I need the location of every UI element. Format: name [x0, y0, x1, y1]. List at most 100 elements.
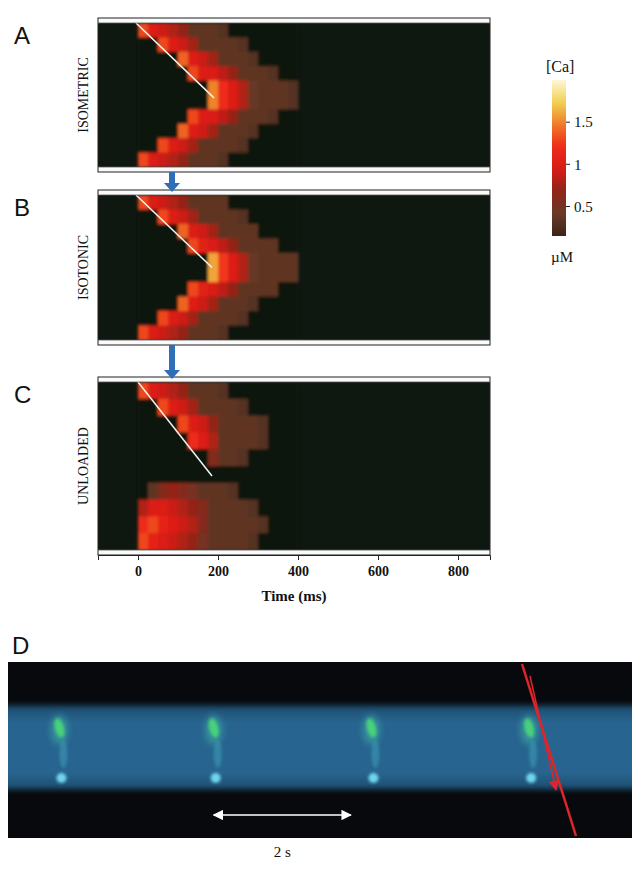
heat-cell	[188, 253, 199, 268]
heat-cell	[168, 239, 179, 254]
heat-cell	[248, 224, 259, 239]
heat-cell	[268, 195, 279, 210]
heat-cell	[148, 239, 159, 254]
heat-cell	[158, 297, 169, 312]
heat-cell	[158, 516, 169, 533]
plot-background	[98, 190, 490, 345]
heat-cell	[278, 66, 289, 81]
heat-cell	[138, 399, 149, 416]
heat-cell	[258, 81, 269, 96]
heat-cell	[198, 297, 209, 312]
heat-cell	[278, 326, 289, 341]
x-axis: 0200400600800	[99, 555, 491, 579]
heat-cell	[268, 483, 279, 500]
heat-cell	[158, 52, 169, 67]
heat-cell	[188, 37, 199, 52]
scale-bar-label: 2 s	[274, 844, 291, 860]
heat-cell	[188, 516, 199, 533]
heat-cell	[268, 268, 279, 283]
tick-label: 200	[208, 564, 229, 579]
heat-cell	[198, 483, 209, 500]
heat-cell	[248, 282, 259, 297]
heat-cell	[228, 81, 239, 96]
heat-cell	[228, 52, 239, 67]
heat-cell	[188, 23, 199, 38]
heat-cell	[198, 516, 209, 533]
heat-cell	[138, 239, 149, 254]
heat-cell	[208, 533, 219, 550]
heat-cell	[228, 210, 239, 225]
heat-cell	[268, 52, 279, 67]
heat-cell	[288, 224, 299, 239]
heat-cell	[258, 210, 269, 225]
heat-cell	[268, 37, 279, 52]
heat-cell	[178, 195, 189, 210]
heat-cell	[258, 153, 269, 167]
heat-cell	[278, 52, 289, 67]
heat-cell	[288, 268, 299, 283]
heat-cell	[198, 282, 209, 297]
heat-cell	[198, 52, 209, 67]
heat-cell	[268, 432, 279, 449]
heat-cell	[188, 311, 199, 326]
heat-cell	[178, 37, 189, 52]
heat-cell	[278, 253, 289, 268]
heat-cell	[238, 399, 249, 416]
heat-cell	[138, 153, 149, 167]
heat-cell	[168, 449, 179, 466]
heat-cell	[258, 282, 269, 297]
heat-cell	[158, 224, 169, 239]
heat-cell	[248, 326, 259, 341]
heat-cell	[158, 124, 169, 139]
heat-cell	[198, 124, 209, 139]
axis-line	[99, 556, 491, 561]
heat-cell	[188, 109, 199, 124]
heat-cell	[138, 81, 149, 96]
heat-cell	[228, 432, 239, 449]
heat-cell	[248, 210, 259, 225]
heat-cell	[228, 224, 239, 239]
heat-cell	[158, 95, 169, 110]
heat-cell	[178, 326, 189, 341]
heat-cell	[198, 37, 209, 52]
plot-area	[136, 23, 299, 167]
heat-cell	[278, 466, 289, 483]
heat-cell	[228, 466, 239, 483]
heat-cell	[238, 224, 249, 239]
heat-cell	[158, 253, 169, 268]
tick-label: 800	[448, 564, 469, 579]
heat-cell	[138, 66, 149, 81]
heat-cell	[238, 153, 249, 167]
heat-cell	[258, 109, 269, 124]
heat-cell	[218, 326, 229, 341]
panel	[98, 190, 490, 345]
heat-cell	[288, 210, 299, 225]
tick-label: 600	[368, 564, 389, 579]
heat-cell	[218, 416, 229, 433]
heat-cell	[168, 432, 179, 449]
heat-cell	[188, 52, 199, 67]
heat-cell	[168, 533, 179, 550]
tick-mark	[458, 555, 459, 560]
heat-cell	[248, 483, 259, 500]
heat-cell	[158, 138, 169, 153]
heat-cell	[138, 52, 149, 67]
heat-cell	[258, 382, 269, 399]
heat-cell	[248, 268, 259, 283]
heat-cell	[168, 326, 179, 341]
tick-mark	[218, 555, 219, 560]
heat-cell	[228, 483, 239, 500]
heat-cell	[168, 138, 179, 153]
heat-cell	[158, 282, 169, 297]
heat-cell	[208, 500, 219, 517]
heat-cell	[258, 432, 269, 449]
heat-cell	[198, 533, 209, 550]
heat-cell	[138, 311, 149, 326]
panel-letter: B	[14, 194, 30, 221]
heat-cell	[148, 282, 159, 297]
heat-cell	[208, 416, 219, 433]
heat-cell	[228, 311, 239, 326]
heat-cell	[188, 210, 199, 225]
transient-bottom	[526, 773, 536, 783]
heat-cell	[248, 95, 259, 110]
